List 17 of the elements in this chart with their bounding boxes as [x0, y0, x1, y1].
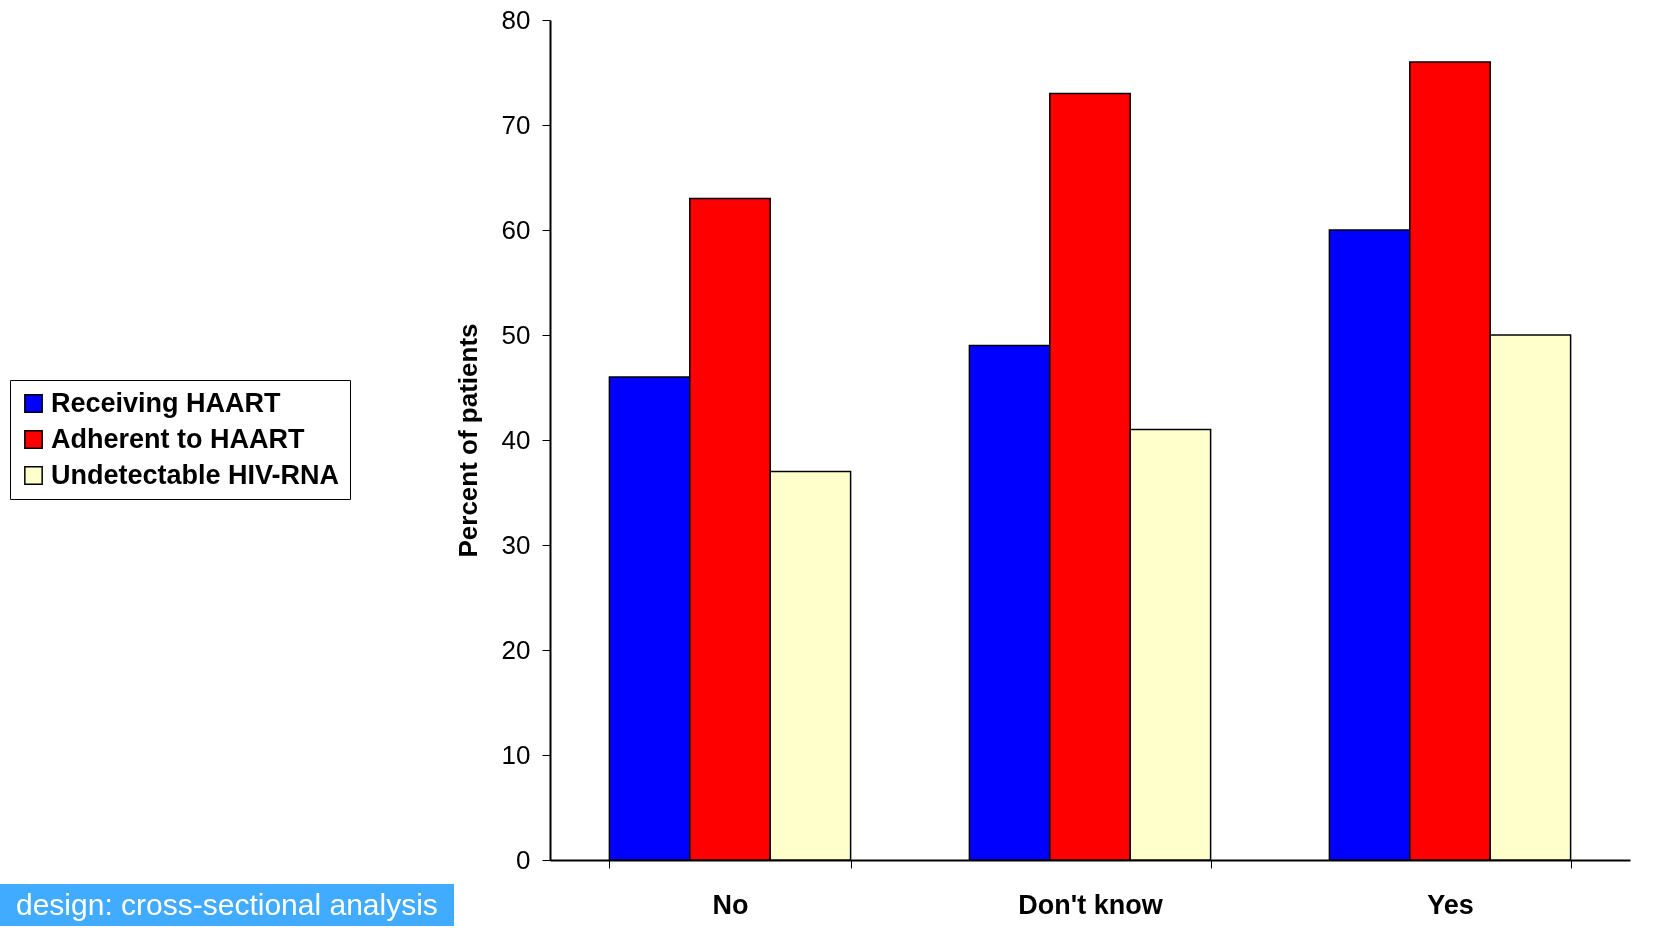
y-tick-label: 20	[501, 634, 531, 665]
y-tick-label: 50	[501, 319, 531, 350]
y-tick-label: 0	[516, 844, 531, 875]
legend-label: Undetectable HIV-RNA	[51, 459, 340, 490]
y-axis-title: Percent of patients	[452, 323, 483, 558]
legend-label: Adherent to HAART	[51, 423, 305, 454]
text: design: cross-sectional analysis	[0, 884, 454, 926]
y-tick-label: 40	[501, 424, 531, 455]
y-tick-label: 80	[501, 4, 531, 35]
x-tick-label: Don't know	[1018, 889, 1164, 920]
y-tick-label: 30	[501, 529, 531, 560]
legend-label: Receiving HAART	[51, 387, 282, 418]
x-tick-label: No	[712, 889, 749, 920]
y-tick-label: 60	[501, 214, 531, 245]
y-tick-label: 10	[501, 739, 531, 770]
y-tick-label: 70	[501, 109, 531, 140]
x-tick-label: Yes	[1427, 889, 1474, 920]
